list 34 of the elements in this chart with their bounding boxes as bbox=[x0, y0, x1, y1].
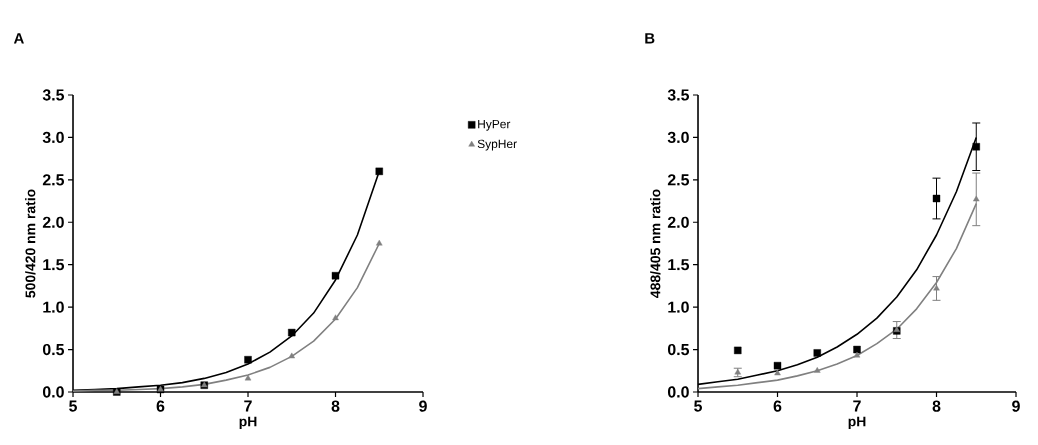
legend-label: HyPer bbox=[478, 119, 511, 131]
y-tick-label: 0.0 bbox=[42, 386, 64, 398]
y-tick-label: 2.5 bbox=[667, 174, 690, 186]
x-tick-label: 9 bbox=[419, 400, 427, 412]
y-tick-label: 0.5 bbox=[667, 343, 690, 356]
y-tick-label: 3.0 bbox=[667, 131, 689, 144]
y-tick-label: 1.0 bbox=[668, 301, 689, 313]
y-tick-label: 3.5 bbox=[42, 89, 65, 101]
y-axis-title: 488/405 nm ratio bbox=[650, 189, 661, 298]
y-tick-label: 3.0 bbox=[42, 131, 64, 144]
y-tick-label: 2.0 bbox=[667, 216, 689, 228]
y-tick-label: 1.5 bbox=[668, 259, 690, 271]
x-axis-title: pH bbox=[239, 416, 257, 430]
y-tick-label: 3.5 bbox=[667, 89, 690, 101]
x-tick-label: 7 bbox=[244, 400, 252, 412]
y-axis-title: 500/420 nm ratio bbox=[25, 189, 36, 298]
x-tick-label: 5 bbox=[694, 400, 702, 412]
y-tick-label: 0.5 bbox=[42, 343, 65, 356]
x-tick-label: 8 bbox=[932, 400, 941, 412]
y-tick-label: 1.0 bbox=[43, 301, 64, 313]
x-tick-label: 9 bbox=[1012, 400, 1020, 412]
y-tick-label: 0.0 bbox=[667, 386, 689, 398]
chart-title: A bbox=[13, 33, 24, 44]
x-tick-label: 8 bbox=[331, 400, 340, 412]
legend-label: SypHer bbox=[477, 139, 517, 151]
y-tick-label: 2.0 bbox=[42, 216, 64, 228]
x-tick-label: 6 bbox=[773, 400, 782, 412]
x-tick-label: 5 bbox=[69, 400, 77, 412]
y-tick-label: 2.5 bbox=[42, 174, 65, 186]
x-axis-title: pH bbox=[848, 416, 866, 430]
chart-title: B bbox=[645, 33, 655, 44]
x-tick-label: 6 bbox=[156, 400, 165, 412]
x-tick-label: 7 bbox=[853, 400, 861, 412]
y-tick-label: 1.5 bbox=[43, 259, 65, 271]
